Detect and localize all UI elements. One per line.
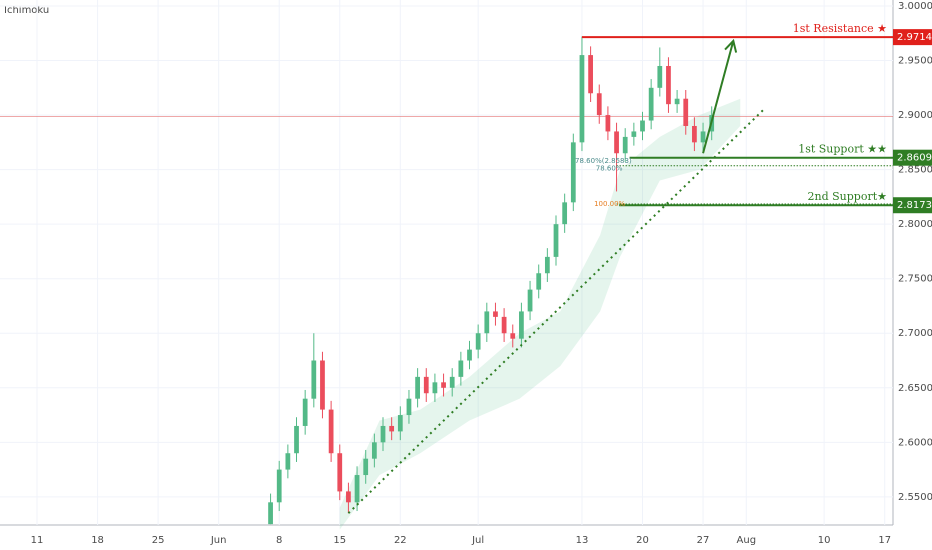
y-tick-label: 2.55000 bbox=[898, 492, 932, 503]
candle-body bbox=[423, 376, 429, 394]
price-tag-label: 2.81735 bbox=[897, 200, 932, 211]
candle-body bbox=[328, 409, 334, 454]
candle-body bbox=[596, 93, 602, 116]
candle-body bbox=[276, 469, 282, 503]
candle-body bbox=[666, 65, 671, 105]
candle-body bbox=[371, 442, 377, 459]
candle-body bbox=[441, 382, 446, 388]
candle-body bbox=[337, 453, 343, 492]
y-tick-label: 2.80000 bbox=[898, 219, 932, 230]
candle-body bbox=[493, 311, 498, 317]
fib-label: 100.00% bbox=[594, 200, 625, 208]
ichimoku-cloud bbox=[339, 98, 741, 530]
candle-body bbox=[467, 349, 472, 361]
candle-body bbox=[354, 475, 360, 503]
price-tag-label: 2.97147 bbox=[897, 32, 932, 43]
fib-label: 78.60% bbox=[596, 165, 623, 173]
candle-body bbox=[320, 360, 325, 410]
price-tag bbox=[893, 29, 932, 46]
y-tick-label: 2.95000 bbox=[898, 56, 932, 67]
candle-body bbox=[657, 65, 663, 88]
candle-body bbox=[648, 87, 654, 121]
candle-body bbox=[432, 382, 438, 394]
candle-body bbox=[311, 360, 317, 399]
x-tick-label: 8 bbox=[276, 535, 282, 546]
candle-body bbox=[302, 398, 308, 426]
candle-body bbox=[380, 425, 386, 443]
candle-body bbox=[268, 502, 273, 525]
candle-body bbox=[553, 224, 559, 257]
x-tick-label: Aug bbox=[737, 535, 757, 546]
candle-body bbox=[605, 115, 611, 132]
x-tick-label: 20 bbox=[636, 535, 649, 546]
candle-body bbox=[389, 425, 395, 432]
x-tick-label: 27 bbox=[697, 535, 710, 546]
candle-body bbox=[570, 142, 576, 203]
chart-title: Ichimoku bbox=[4, 5, 49, 16]
candle-body bbox=[449, 376, 455, 388]
candle-body bbox=[588, 55, 593, 94]
fib-label: 78.60%(2.8583) bbox=[575, 157, 632, 165]
candle-body bbox=[614, 131, 619, 154]
y-tick-label: 2.75000 bbox=[898, 274, 932, 285]
candle-body bbox=[475, 333, 481, 350]
x-tick-label: 22 bbox=[394, 535, 407, 546]
x-tick-label: 18 bbox=[91, 535, 104, 546]
candle-body bbox=[527, 289, 533, 312]
x-tick-label: Jun bbox=[210, 535, 227, 546]
arrow bbox=[702, 38, 738, 154]
candle-body bbox=[631, 131, 637, 137]
y-tick-label: 2.60000 bbox=[898, 437, 932, 448]
candle-body bbox=[363, 458, 369, 476]
candle-body bbox=[458, 360, 464, 377]
candle-body bbox=[397, 415, 403, 432]
x-tick-label: 17 bbox=[878, 535, 891, 546]
candle-body bbox=[536, 273, 542, 290]
candle-body bbox=[406, 398, 412, 416]
candle-body bbox=[285, 453, 291, 470]
x-tick-label: 10 bbox=[818, 535, 831, 546]
candle-body bbox=[562, 202, 568, 225]
candle-body bbox=[544, 256, 550, 274]
price-tag-label: 2.86093 bbox=[897, 153, 932, 164]
candle-body bbox=[579, 55, 585, 143]
candle-body bbox=[683, 98, 689, 126]
y-tick-label: 2.85000 bbox=[898, 165, 932, 176]
candle-body bbox=[674, 98, 680, 105]
trend-line bbox=[347, 108, 765, 514]
x-tick-label: 13 bbox=[576, 535, 589, 546]
candle-body bbox=[700, 131, 706, 143]
level-label: 1st Resistance ★ bbox=[793, 22, 887, 35]
candle-body bbox=[484, 311, 490, 334]
x-tick-label: 11 bbox=[31, 535, 44, 546]
price-tag bbox=[893, 149, 932, 166]
y-tick-label: 2.90000 bbox=[898, 110, 932, 121]
candle-body bbox=[510, 333, 516, 339]
candle-body bbox=[640, 120, 645, 132]
price-tag bbox=[893, 197, 932, 214]
level-label: 2nd Support★ bbox=[808, 190, 888, 203]
candle-body bbox=[415, 376, 420, 399]
y-tick-label: 3.00000 bbox=[898, 1, 932, 12]
y-tick-label: 2.70000 bbox=[898, 328, 932, 339]
candle-body bbox=[519, 311, 524, 339]
level-label: 1st Support ★★ bbox=[798, 143, 887, 156]
candle-body bbox=[294, 425, 299, 454]
candle-body bbox=[346, 491, 351, 503]
candle-body bbox=[692, 125, 697, 143]
x-tick-label: 15 bbox=[333, 535, 346, 546]
x-tick-label: Jul bbox=[471, 535, 484, 546]
candle-body bbox=[622, 136, 628, 154]
candle-body bbox=[501, 316, 507, 334]
y-tick-label: 2.65000 bbox=[898, 383, 932, 394]
x-tick-label: 25 bbox=[152, 535, 165, 546]
